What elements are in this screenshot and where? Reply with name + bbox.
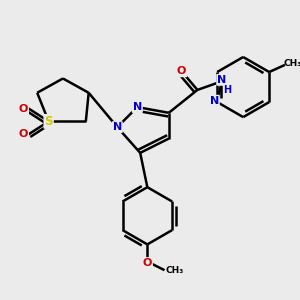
Text: O: O (19, 103, 28, 113)
Text: N: N (210, 96, 219, 106)
Text: N: N (217, 75, 226, 85)
Text: O: O (19, 129, 28, 139)
Text: S: S (44, 115, 53, 128)
Text: N: N (133, 102, 142, 112)
Text: CH₃: CH₃ (165, 266, 184, 275)
Text: O: O (177, 66, 186, 76)
Text: N: N (113, 122, 122, 132)
Text: H: H (223, 85, 231, 95)
Text: CH₃: CH₃ (284, 59, 300, 68)
Text: O: O (143, 258, 152, 268)
